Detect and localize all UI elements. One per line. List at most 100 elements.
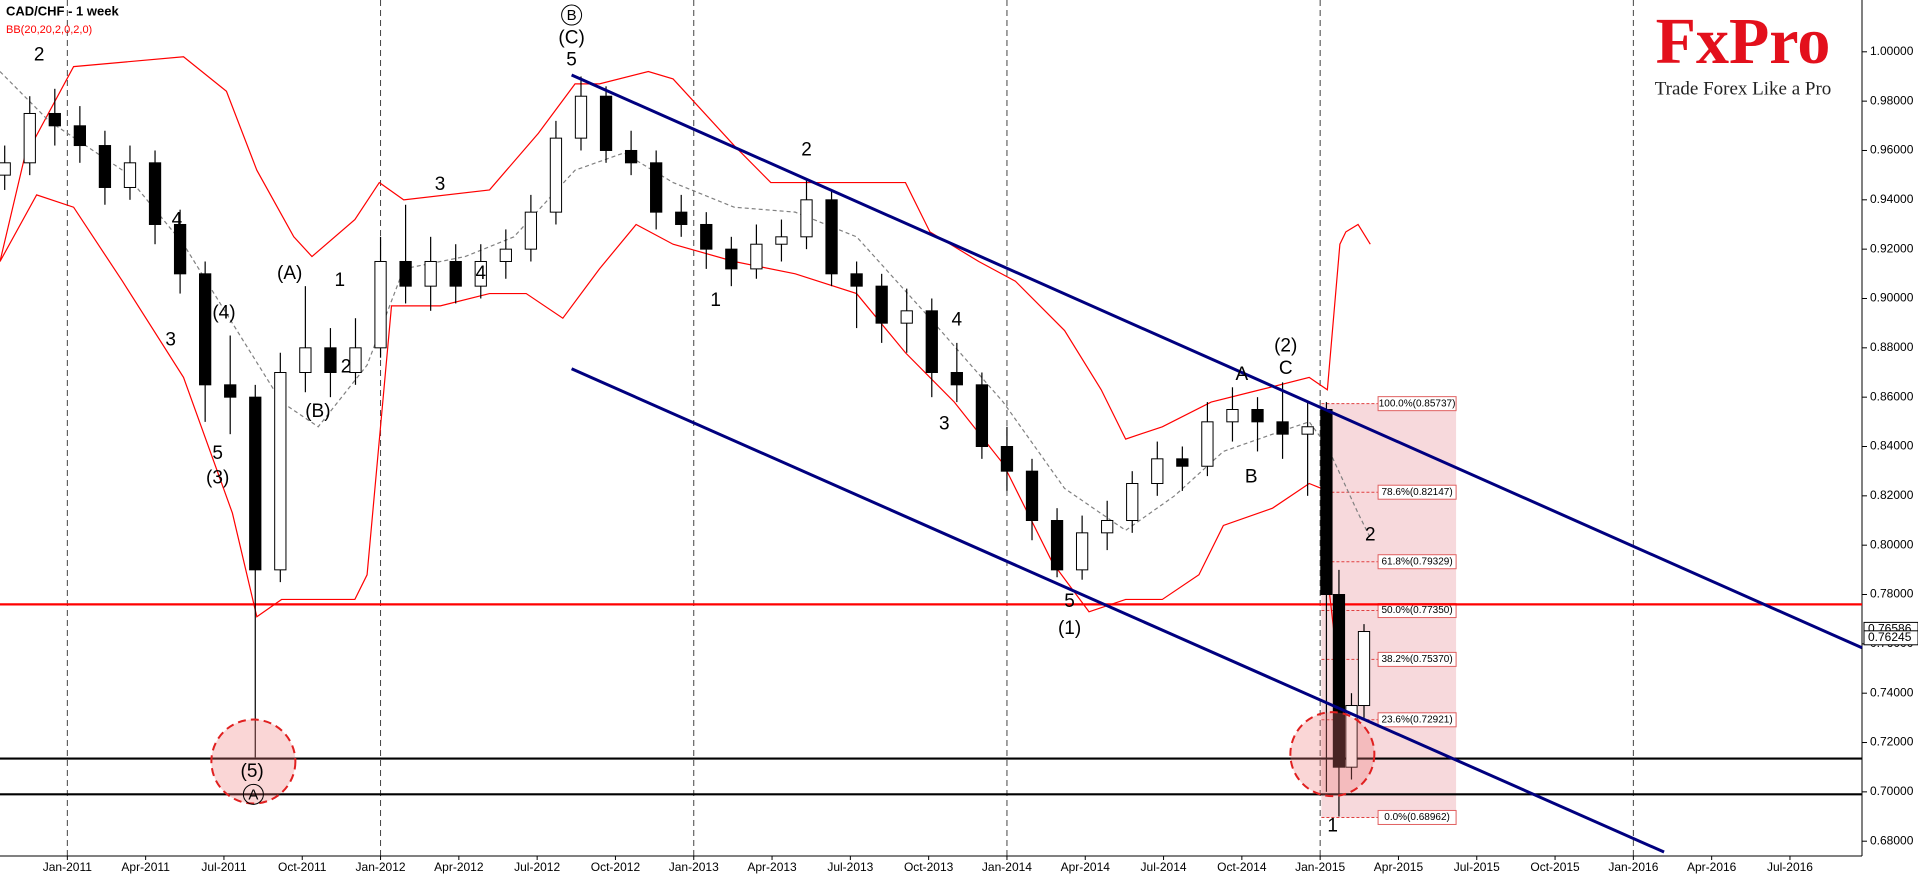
y-tick-label: 0.80000	[1870, 537, 1914, 551]
highlight-circle	[210, 718, 297, 805]
wave-label: C	[1279, 358, 1293, 379]
y-tick-label: 0.84000	[1870, 439, 1914, 453]
circled-label: A	[248, 786, 258, 803]
candle-body	[975, 384, 989, 448]
candle-body	[424, 260, 437, 287]
candle-body	[324, 347, 337, 373]
candle-body	[249, 396, 262, 571]
wave-label: (4)	[212, 302, 235, 323]
x-tick-label: Jan-2016	[1608, 860, 1658, 874]
wave-label: 2	[341, 357, 352, 378]
fib-label-box	[1377, 651, 1457, 667]
x-tick-label: Apr-2011	[121, 860, 170, 874]
candle-body	[574, 95, 588, 139]
candle-body	[0, 162, 11, 176]
candle-body	[800, 199, 813, 238]
candle-body	[1050, 520, 1064, 571]
wave-label: 2	[1365, 524, 1376, 545]
candle-body	[1345, 705, 1358, 768]
x-tick-label: Jul-2012	[514, 860, 560, 874]
x-tick-label: Jul-2015	[1454, 860, 1500, 874]
candle-body	[1075, 532, 1089, 571]
price-label: 0.76245	[1868, 630, 1912, 644]
candle-body	[98, 145, 112, 188]
y-tick-label: 0.90000	[1870, 291, 1914, 305]
fib-label-box	[1377, 396, 1457, 412]
band-line	[0, 56, 1371, 440]
circled-label: B	[567, 7, 577, 24]
wave-label: (A)	[277, 263, 302, 284]
wave-label: (2)	[1274, 336, 1297, 357]
price-label-box	[1863, 630, 1918, 646]
candle-body	[1101, 520, 1114, 534]
candle-body	[1000, 446, 1014, 472]
fib-label: 23.6%(0.72921)	[1382, 714, 1453, 725]
candle-body	[1201, 421, 1214, 467]
candle-body	[650, 162, 663, 213]
candle-body	[1301, 426, 1314, 435]
chart-title: CAD/CHF - 1 week	[6, 3, 119, 18]
indicator-label: BB(20,20,2,0,2,0)	[6, 24, 92, 36]
wave-label: (5)	[241, 761, 264, 782]
candle-body	[825, 199, 838, 275]
y-tick-label: 0.70000	[1870, 784, 1914, 798]
candle-body	[1176, 458, 1189, 467]
wave-label: 3	[939, 413, 950, 434]
x-tick-label: Jul-2014	[1141, 860, 1187, 874]
y-tick-label: 0.72000	[1870, 735, 1914, 749]
wave-label: 1	[335, 270, 346, 291]
wave-label: (1)	[1058, 618, 1081, 639]
candle-body	[1226, 408, 1239, 423]
candle-body	[1320, 408, 1333, 596]
y-tick-label: 0.98000	[1870, 93, 1914, 107]
wave-label: 1	[1327, 815, 1338, 836]
x-tick-label: Jan-2015	[1295, 860, 1345, 874]
wave-label: (3)	[206, 468, 229, 489]
wave-label: 4	[475, 263, 486, 284]
fib-label-box	[1377, 484, 1457, 500]
x-tick-label: Jul-2013	[827, 860, 873, 874]
wave-label: 5	[566, 49, 577, 70]
x-tick-label: Apr-2013	[747, 860, 797, 874]
wave-label: 5	[1064, 591, 1075, 612]
fib-label: 78.6%(0.82147)	[1382, 487, 1453, 498]
candle-body	[349, 347, 362, 373]
candle-body	[374, 260, 387, 349]
candle-body	[449, 260, 462, 287]
candle-body	[925, 310, 938, 373]
candle-body	[224, 384, 237, 398]
highlight-circle	[1289, 711, 1376, 798]
candle-body	[123, 162, 137, 188]
candle-body	[524, 211, 538, 250]
channel-line	[570, 367, 1665, 854]
fib-label: 61.8%(0.79329)	[1382, 556, 1453, 567]
candle-body	[875, 285, 888, 324]
x-tick-label: Apr-2015	[1374, 860, 1424, 874]
wave-label: A	[1236, 364, 1249, 385]
x-tick-label: Apr-2016	[1687, 860, 1737, 874]
candle-body	[148, 162, 162, 225]
wave-label: 3	[435, 174, 446, 195]
wave-label: 3	[165, 329, 176, 350]
candle-body	[775, 236, 788, 245]
tagline: Trade Forex Like a Pro	[1655, 78, 1832, 99]
wave-label: 4	[952, 310, 963, 331]
candle-body	[48, 112, 61, 127]
candle-body	[299, 347, 312, 373]
x-tick-label: Apr-2012	[434, 860, 484, 874]
y-tick-label: 0.86000	[1870, 389, 1914, 403]
candle-body	[950, 371, 963, 386]
x-tick-label: Jan-2013	[669, 860, 719, 874]
x-tick-label: Jul-2016	[1767, 860, 1813, 874]
fib-label-box	[1377, 554, 1457, 570]
y-tick-label: 0.92000	[1870, 241, 1914, 255]
x-tick-label: Jul-2011	[201, 860, 246, 874]
candle-body	[1025, 470, 1039, 522]
candle-body	[599, 95, 613, 151]
candle-body	[474, 260, 487, 287]
wave-label: 5	[212, 443, 223, 464]
wave-label: 4	[172, 210, 183, 231]
fib-label: 0.0%(0.68962)	[1384, 812, 1450, 823]
